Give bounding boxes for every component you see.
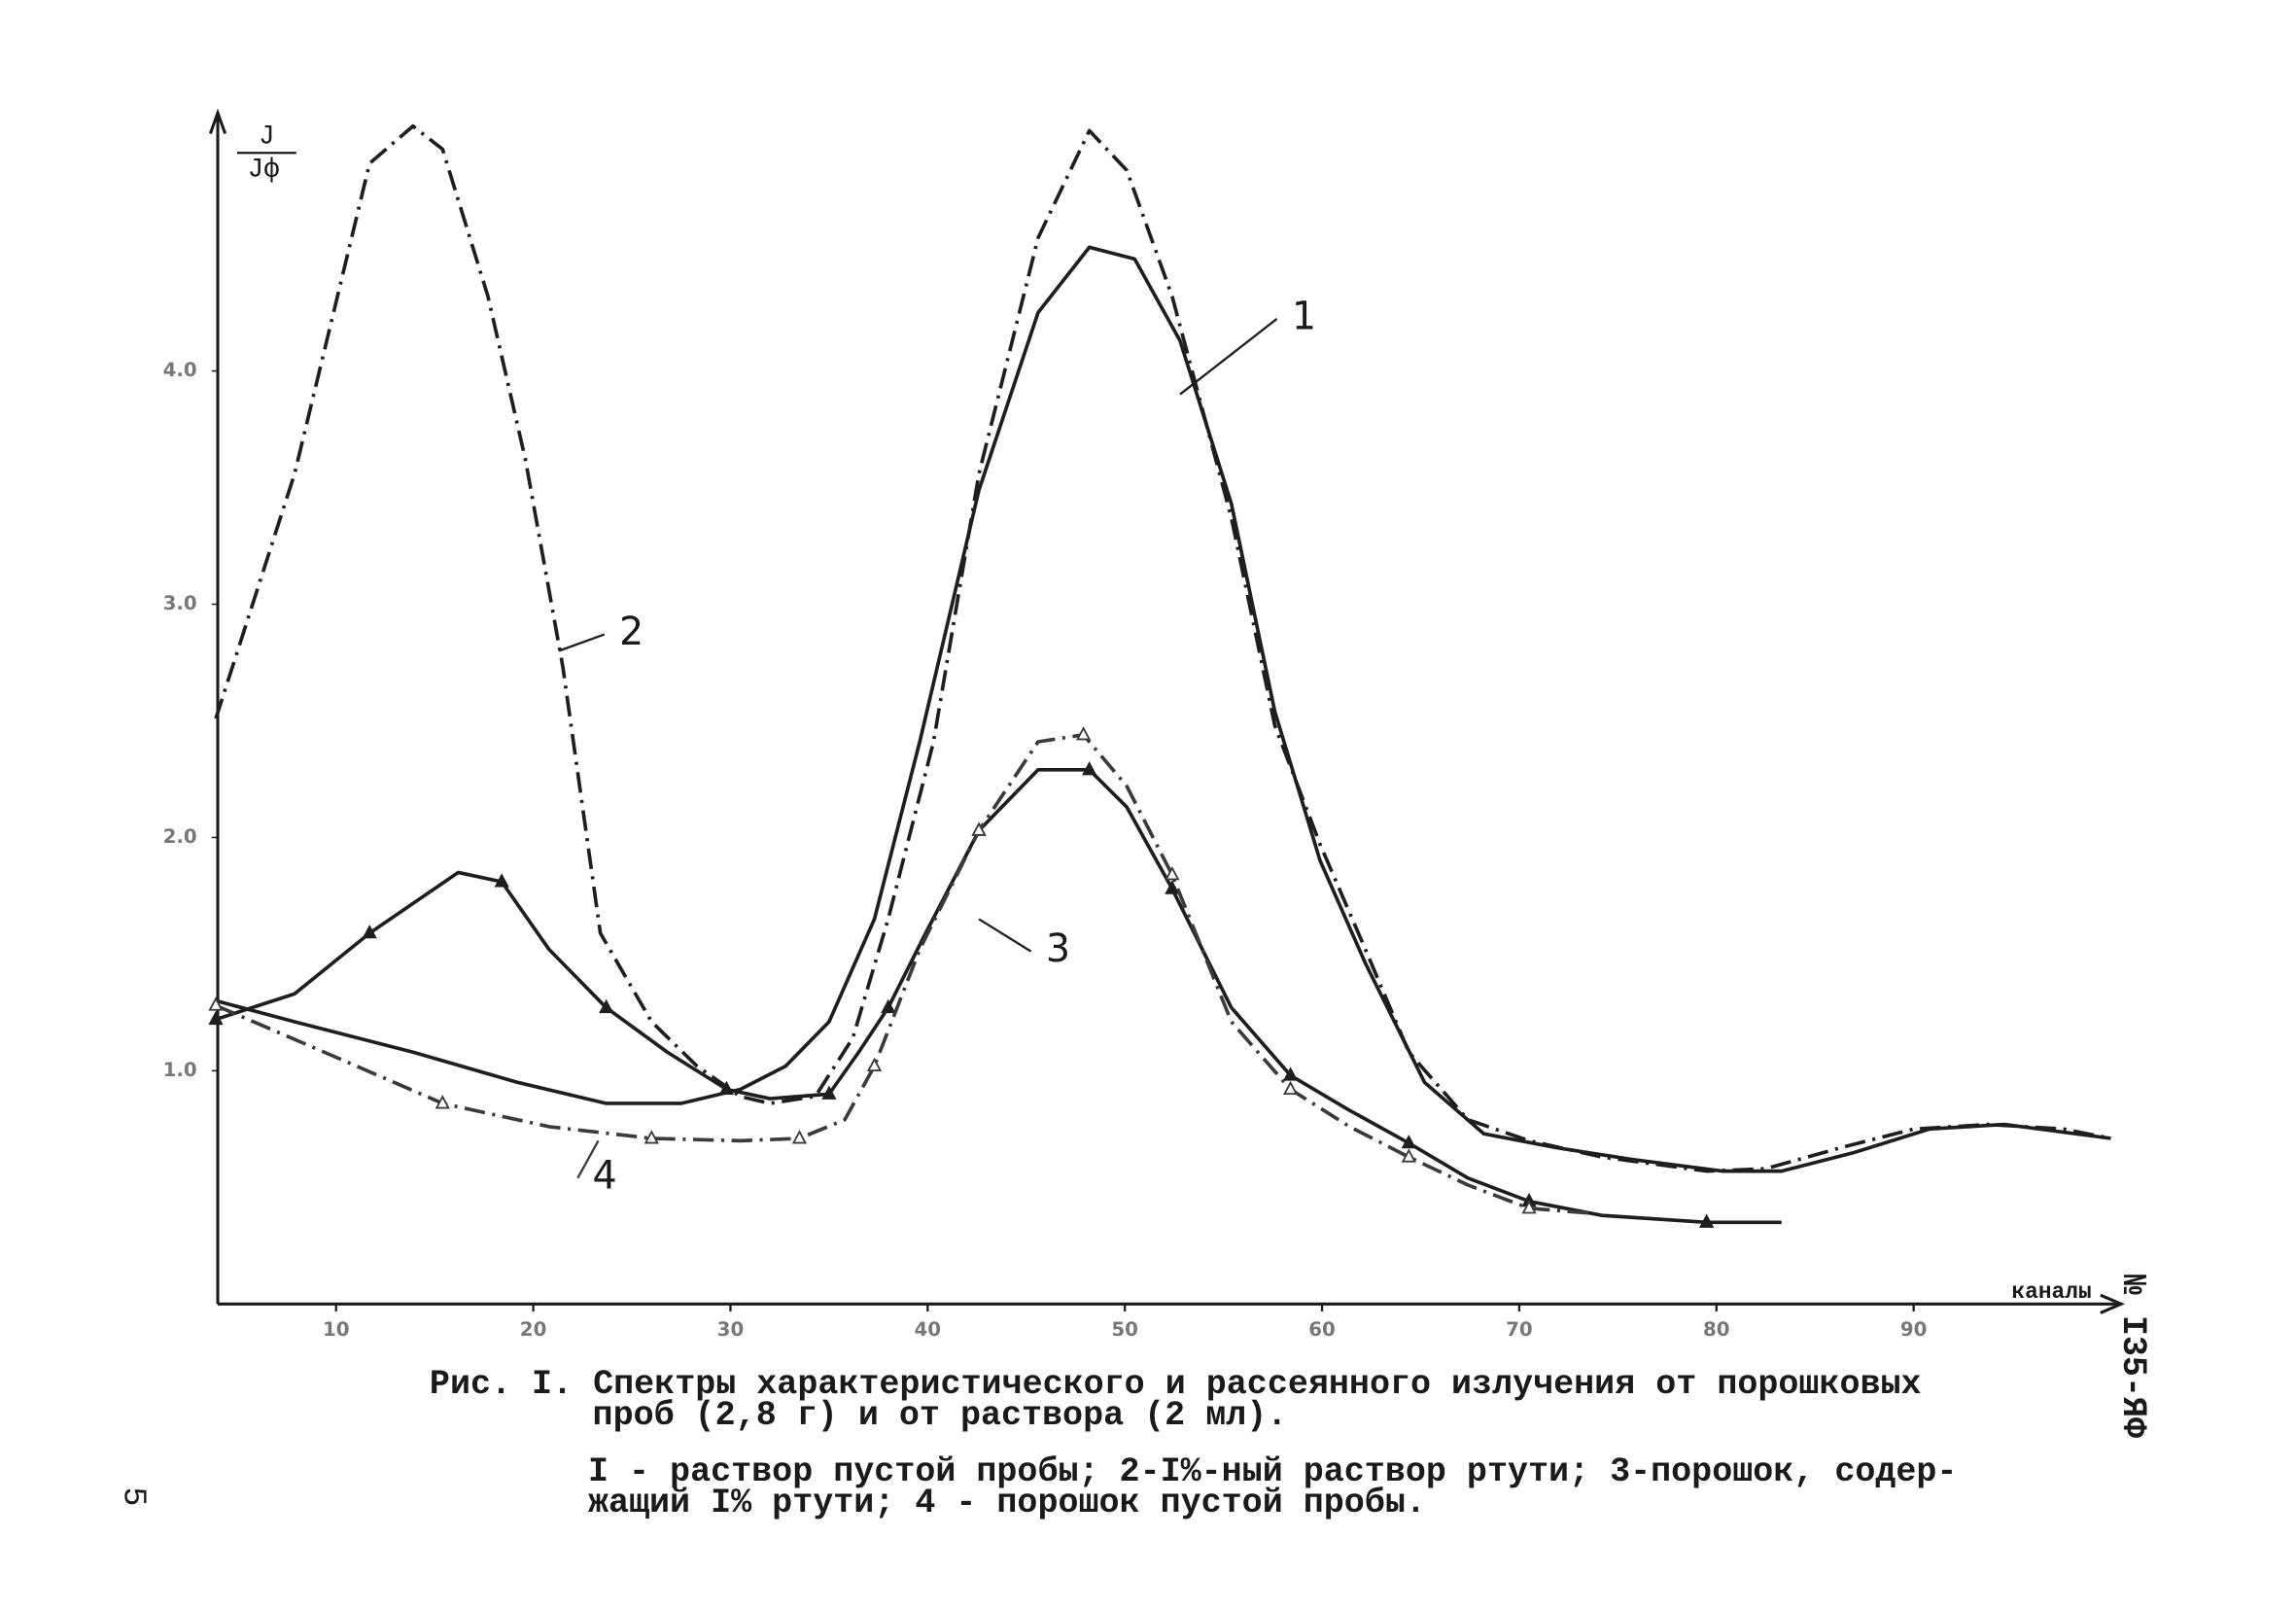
marker [971,821,987,836]
marker [599,998,614,1014]
x-tick-label: 70 [1506,1318,1533,1341]
x-tick-label: 80 [1703,1318,1730,1341]
y-tick-label: 4.0 [163,359,197,381]
x-arrow [2100,1293,2126,1314]
marker [1075,726,1092,741]
curve-label: 2 [619,610,644,654]
marker [821,1085,837,1100]
page-number: 5 [114,1486,151,1506]
series-line [215,733,1589,1215]
y-label-den: Jф [248,155,280,185]
x-tick-label: 20 [520,1318,547,1341]
x-tick-label: 50 [1111,1318,1138,1341]
y-tick-label: 2.0 [163,825,197,848]
marker [1282,1066,1299,1081]
leader [576,1139,600,1179]
marker [1521,1200,1537,1214]
x-tick-label: 90 [1900,1318,1928,1341]
series-line [214,123,2111,1173]
legend-line: I - раствор пустой пробы; 2-I%-ный раств… [588,1452,1958,1491]
marker [644,1130,659,1144]
leader [558,633,606,652]
x-tick-label: 60 [1308,1318,1336,1341]
marker [1401,1134,1416,1149]
curve-label: 3 [1046,926,1070,971]
caption-line: проб (2,8 г) и от раствора (2 мл). [593,1396,1288,1435]
series-line [215,245,2111,1173]
marker [1282,1080,1299,1096]
y-tick-label: 3.0 [163,592,197,614]
marker [718,1080,735,1096]
x-tick-label: 10 [323,1318,350,1341]
marker [1082,761,1097,776]
marker [435,1095,450,1109]
marker [362,925,377,939]
x-label: каналы [2011,1279,2091,1305]
marker [881,998,896,1014]
legend-line: жащий I% ртути; 4 - порошок пустой пробы… [588,1484,1426,1522]
marker [791,1130,808,1144]
x-tick-label: 40 [915,1318,942,1341]
marker [208,1010,224,1026]
marker [1401,1148,1416,1163]
caption-line: Рис. I. Спектры характеристического и ра… [430,1365,1922,1404]
marker [208,996,224,1011]
y-label-num: J [259,122,274,153]
curve-label: 4 [593,1153,617,1198]
marker [866,1057,883,1072]
y-arrow [208,108,227,134]
marker [1165,866,1180,881]
y-tick-label: 1.0 [163,1059,197,1081]
marker [1699,1213,1715,1228]
series-line [215,767,1782,1225]
curve-label: 1 [1292,294,1316,338]
x-tick-label: 30 [717,1318,745,1341]
side-code: № I35-ЯФ [2113,1275,2152,1438]
marker [494,873,509,888]
marker [1165,880,1180,894]
leader [978,918,1032,953]
